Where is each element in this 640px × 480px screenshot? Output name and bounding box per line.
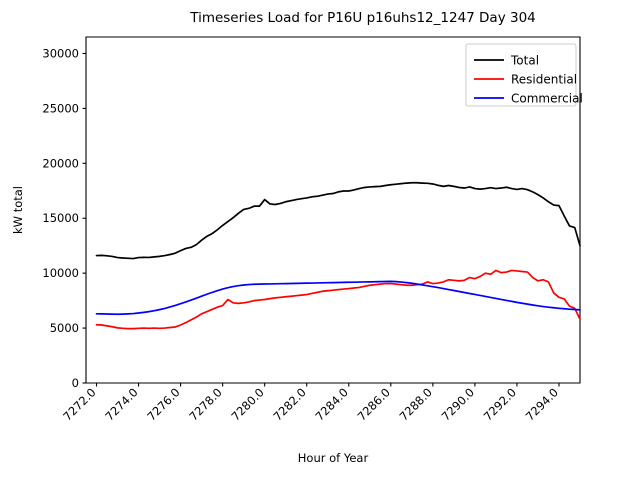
legend-label-commercial: Commercial bbox=[511, 92, 583, 106]
legend-label-residential: Residential bbox=[511, 73, 577, 87]
y-axis-label: kW total bbox=[11, 186, 25, 234]
series-line-total bbox=[95, 181, 581, 260]
x-axis-label: Hour of Year bbox=[298, 451, 369, 465]
chart-series-group bbox=[95, 181, 581, 330]
y-tick-label: 20000 bbox=[42, 156, 79, 170]
y-tick-label: 5000 bbox=[50, 321, 79, 335]
chart-title: Timeseries Load for P16U p16uhs12_1247 D… bbox=[189, 10, 536, 26]
y-tick-label: 10000 bbox=[42, 266, 79, 280]
y-tick-label: 15000 bbox=[42, 211, 79, 225]
y-tick-label: 25000 bbox=[42, 101, 79, 115]
y-axis-ticks: 0 5000 10000 15000 20000 25000 30000 bbox=[42, 46, 86, 390]
y-tick-label: 0 bbox=[72, 376, 79, 390]
chart-legend: Total Residential Commercial bbox=[465, 43, 583, 107]
series-line-commercial bbox=[95, 280, 581, 316]
legend-label-total: Total bbox=[510, 54, 539, 68]
plot-axes-frame bbox=[85, 36, 581, 384]
legend-items: Total Residential Commercial bbox=[474, 54, 583, 106]
series-line-residential bbox=[95, 269, 581, 330]
y-tick-label: 30000 bbox=[42, 46, 79, 60]
